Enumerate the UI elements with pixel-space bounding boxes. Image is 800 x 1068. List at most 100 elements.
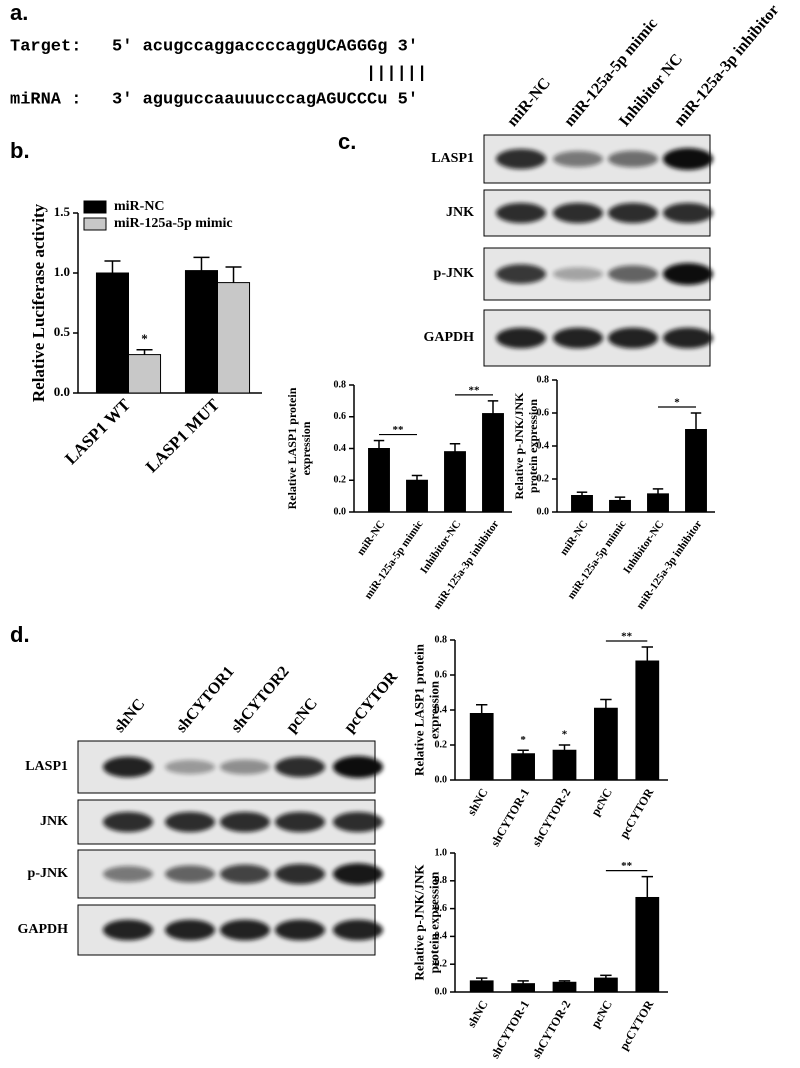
bar xyxy=(444,451,466,513)
y-axis-label: expression xyxy=(426,680,441,739)
band xyxy=(165,759,215,775)
panel-label: a. xyxy=(10,0,28,25)
band xyxy=(220,759,270,775)
y-tick-label: 0.6 xyxy=(334,411,347,422)
y-tick-label: 0.6 xyxy=(435,669,448,680)
bar xyxy=(594,707,618,781)
band xyxy=(608,202,658,224)
y-tick-label: 0.4 xyxy=(435,704,448,715)
y-tick-label: 0.0 xyxy=(54,384,70,399)
row-label: p-JNK xyxy=(28,866,69,881)
bar xyxy=(406,479,428,513)
band xyxy=(103,866,153,882)
y-tick-label: 0.8 xyxy=(334,379,347,390)
bar xyxy=(469,713,494,781)
band xyxy=(333,919,383,941)
legend-swatch xyxy=(83,200,107,214)
row-label: p-JNK xyxy=(434,266,475,281)
band xyxy=(220,811,270,833)
bar xyxy=(552,981,577,993)
legend-label: miR-125a-5p mimic xyxy=(114,216,233,231)
legend-swatch xyxy=(83,217,107,231)
bar xyxy=(511,753,535,781)
band xyxy=(496,327,546,349)
y-axis-label: Relative p-JNK/JNK xyxy=(411,864,426,981)
y-tick-label: 0.0 xyxy=(435,774,448,785)
band xyxy=(608,327,658,349)
y-tick-label: 0.5 xyxy=(54,324,71,339)
band xyxy=(275,919,325,941)
band xyxy=(608,265,658,283)
band xyxy=(103,919,153,941)
band xyxy=(275,756,325,778)
band xyxy=(496,264,546,284)
row-label: JNK xyxy=(446,205,474,220)
panel-label: d. xyxy=(10,622,30,647)
sequence: 5' acugccaggaccccaggUCAGGGg 3' xyxy=(112,37,418,56)
bar xyxy=(635,660,660,781)
pairing: |||||| xyxy=(366,64,427,83)
row-label: LASP1 xyxy=(431,151,474,166)
band xyxy=(496,202,546,224)
bar xyxy=(647,493,669,513)
bar xyxy=(511,983,535,993)
y-axis-label: Relative Luciferase activity xyxy=(29,203,48,402)
y-axis-label: protein expression xyxy=(526,399,540,493)
band xyxy=(103,811,153,833)
bar xyxy=(594,977,618,993)
band xyxy=(333,811,383,833)
band xyxy=(663,327,713,349)
row-label: JNK xyxy=(40,814,68,829)
band xyxy=(553,202,603,224)
bar xyxy=(184,270,219,394)
y-axis-label: expression xyxy=(299,421,313,475)
y-tick-label: 0.2 xyxy=(435,739,448,750)
y-tick-label: 0.4 xyxy=(537,440,550,451)
band xyxy=(220,864,270,884)
band xyxy=(663,148,713,170)
significance-label: ** xyxy=(621,631,633,643)
y-tick-label: 0.2 xyxy=(334,475,347,486)
sequence: 3' aguguccaauuucccagAGUCCCu 5' xyxy=(112,90,418,109)
y-tick-label: 0.0 xyxy=(334,506,347,517)
y-tick-label: 0.0 xyxy=(537,506,550,517)
band xyxy=(333,863,383,885)
bar xyxy=(609,499,631,513)
bar xyxy=(685,429,707,513)
bar xyxy=(482,413,504,513)
y-axis-label: Relative p-JNK/JNK xyxy=(512,392,526,500)
band xyxy=(553,151,603,167)
significance-label: * xyxy=(674,397,680,409)
y-tick-label: 0.2 xyxy=(435,958,448,969)
band xyxy=(333,756,383,778)
band xyxy=(165,811,215,833)
y-tick-label: 0.2 xyxy=(537,473,550,484)
significance-label: * xyxy=(520,734,526,746)
y-tick-label: 0.8 xyxy=(435,875,448,886)
panel-label: b. xyxy=(10,138,30,163)
band xyxy=(103,756,153,778)
y-tick-label: 1.5 xyxy=(54,204,71,219)
band xyxy=(165,865,215,883)
y-tick-label: 0.8 xyxy=(435,634,448,645)
significance-label: * xyxy=(141,331,148,346)
band xyxy=(275,863,325,885)
bar xyxy=(571,495,593,513)
band xyxy=(496,148,546,170)
sequence-label: miRNA : xyxy=(10,90,81,109)
panel-label: c. xyxy=(338,129,356,154)
band xyxy=(220,919,270,941)
sequence-label: Target: xyxy=(10,37,81,56)
row-label: GAPDH xyxy=(17,922,68,937)
y-tick-label: 1.0 xyxy=(435,847,448,858)
band xyxy=(275,811,325,833)
y-tick-label: 0.6 xyxy=(537,407,550,418)
row-label: GAPDH xyxy=(423,330,474,345)
y-axis-label: Relative LASP1 protein xyxy=(285,387,299,509)
bar xyxy=(368,448,390,513)
band xyxy=(165,919,215,941)
band xyxy=(663,263,713,285)
significance-label: ** xyxy=(469,384,481,396)
bar xyxy=(128,354,162,394)
